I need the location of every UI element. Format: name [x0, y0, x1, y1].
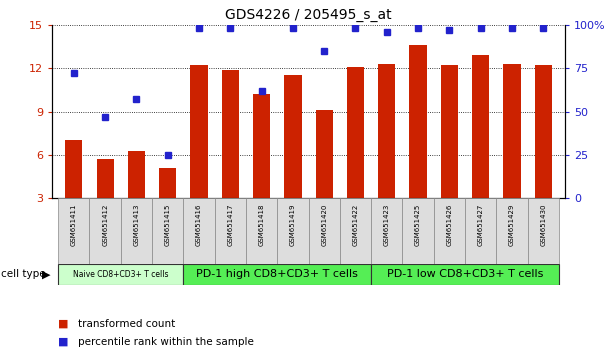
Bar — [159, 168, 177, 198]
Text: GSM651420: GSM651420 — [321, 204, 327, 246]
Text: GSM651429: GSM651429 — [509, 204, 515, 246]
Bar — [371, 198, 403, 264]
Text: GSM651417: GSM651417 — [227, 204, 233, 246]
Text: GSM651419: GSM651419 — [290, 204, 296, 246]
Bar — [371, 264, 559, 285]
Bar — [246, 198, 277, 264]
Bar — [277, 198, 309, 264]
Bar — [89, 198, 121, 264]
Text: GSM651418: GSM651418 — [258, 204, 265, 246]
Bar — [465, 198, 496, 264]
Bar — [253, 94, 270, 198]
Bar — [58, 198, 89, 264]
Bar — [441, 65, 458, 198]
Text: PD-1 low CD8+CD3+ T cells: PD-1 low CD8+CD3+ T cells — [387, 269, 543, 279]
Bar — [409, 45, 426, 198]
Bar — [214, 198, 246, 264]
Bar — [97, 159, 114, 198]
Bar — [378, 64, 395, 198]
Text: GSM651426: GSM651426 — [447, 204, 452, 246]
Text: ■: ■ — [58, 337, 68, 347]
Text: transformed count: transformed count — [78, 319, 175, 329]
Text: GSM651413: GSM651413 — [133, 204, 139, 246]
Bar — [152, 198, 183, 264]
Bar — [191, 65, 208, 198]
Text: cell type: cell type — [1, 269, 46, 279]
Text: GSM651415: GSM651415 — [165, 204, 170, 246]
Bar — [340, 198, 371, 264]
Text: GSM651427: GSM651427 — [478, 204, 484, 246]
Text: ▶: ▶ — [42, 269, 50, 279]
Bar — [128, 150, 145, 198]
Bar — [309, 198, 340, 264]
Text: GSM651412: GSM651412 — [102, 204, 108, 246]
Bar — [316, 110, 333, 198]
Bar — [535, 65, 552, 198]
Title: GDS4226 / 205495_s_at: GDS4226 / 205495_s_at — [225, 8, 392, 22]
Text: ■: ■ — [58, 319, 68, 329]
Bar — [58, 264, 183, 285]
Text: Naive CD8+CD3+ T cells: Naive CD8+CD3+ T cells — [73, 270, 169, 279]
Bar — [65, 141, 82, 198]
Text: GSM651411: GSM651411 — [71, 204, 77, 246]
Bar — [434, 198, 465, 264]
Bar — [528, 198, 559, 264]
Text: GSM651430: GSM651430 — [540, 204, 546, 246]
Bar — [284, 75, 301, 198]
Bar — [503, 64, 521, 198]
Bar — [472, 55, 489, 198]
Text: GSM651423: GSM651423 — [384, 204, 390, 246]
Text: GSM651425: GSM651425 — [415, 204, 421, 246]
Text: GSM651422: GSM651422 — [353, 204, 359, 246]
Text: PD-1 high CD8+CD3+ T cells: PD-1 high CD8+CD3+ T cells — [196, 269, 358, 279]
Bar — [347, 67, 364, 198]
Text: percentile rank within the sample: percentile rank within the sample — [78, 337, 254, 347]
Bar — [222, 70, 239, 198]
Bar — [403, 198, 434, 264]
Bar — [183, 198, 214, 264]
Bar — [496, 198, 528, 264]
Bar — [121, 198, 152, 264]
Bar — [183, 264, 371, 285]
Text: GSM651416: GSM651416 — [196, 204, 202, 246]
